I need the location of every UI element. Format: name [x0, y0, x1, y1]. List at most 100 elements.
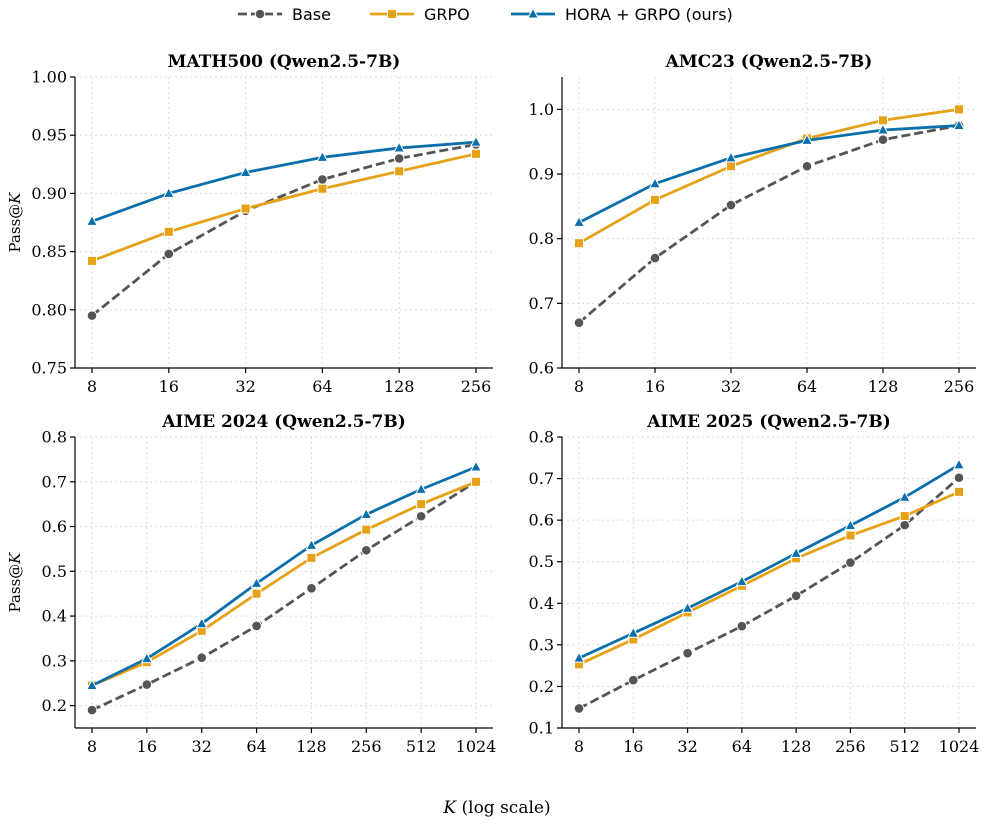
data-point-hora-grpo-ours [648, 177, 662, 189]
y-tick-label: 0.8 [529, 428, 554, 447]
x-tick-label: 16 [645, 377, 665, 396]
y-axis-label: Pass@K [6, 552, 24, 613]
y-axis-label-variable: K [6, 192, 24, 205]
panel-3: 0.2 0.3 0.4 0.5 0.6 0.7 0.8 8 16 32 64 128 256 512 102… [6, 412, 496, 756]
data-point-grpo [845, 530, 856, 541]
legend-marker-grpo [387, 9, 397, 19]
data-point-base [86, 310, 98, 321]
series-line-grpo [91, 152, 477, 263]
data-point-grpo [416, 499, 427, 510]
data-point-base [649, 252, 661, 264]
data-point-hora-grpo-ours [140, 651, 153, 664]
panel-2: 0.6 0.7 0.8 0.9 1.0 8 16 32 64 128 256 AMC23 (Qwen2… [529, 52, 976, 396]
legend-label-base: Base [292, 5, 331, 24]
data-point-hora-grpo-ours [952, 118, 966, 130]
data-point-hora-grpo-ours [316, 150, 329, 162]
data-point-grpo [954, 486, 964, 497]
data-point-base [682, 647, 693, 659]
panel-1: 0.75 0.80 0.85 0.90 0.95 1.00 8 16 32 64 128 256 MAT… [6, 52, 493, 396]
y-tick-label: 0.8 [42, 428, 67, 447]
data-point-base [141, 679, 153, 690]
y-tick-label: 0.9 [529, 165, 554, 184]
data-point-grpo [650, 194, 660, 205]
series-line-base [91, 143, 477, 317]
series-line-grpo [91, 480, 477, 687]
data-point-base [393, 153, 405, 164]
series-base [573, 472, 965, 714]
legend: Base GRPO HORA + GRPO (ours) [238, 5, 733, 24]
data-point-hora-grpo-ours [469, 135, 483, 147]
panel-title: AIME 2025 (Qwen2.5-7B) [646, 412, 891, 432]
legend-item-base: Base [238, 5, 331, 24]
x-axis-label-text: (log scale) [456, 798, 551, 818]
y-tick-label: 0.5 [42, 562, 67, 581]
x-tick-label: 256 [351, 737, 382, 756]
series-line-grpo [578, 107, 960, 245]
data-point-grpo [726, 161, 736, 172]
data-point-base [877, 134, 889, 146]
x-tick-label: 16 [137, 737, 157, 756]
x-tick-label: 256 [835, 737, 866, 756]
y-tick-label: 0.7 [529, 469, 554, 488]
data-point-base [573, 317, 585, 329]
data-point-hora-grpo-ours [85, 214, 99, 226]
data-point-base [360, 544, 372, 556]
series-line-grpo [578, 490, 960, 666]
data-point-base [845, 557, 856, 568]
series-line-base [91, 480, 477, 712]
data-point-hora-grpo-ours [85, 678, 99, 690]
y-tick-label: 0.6 [529, 511, 554, 530]
x-tick-label: 8 [574, 377, 584, 396]
x-tick-label: 64 [312, 377, 332, 396]
x-tick-label: 8 [574, 737, 584, 756]
legend-marker-base [254, 8, 266, 20]
series-hora-grpo-ours [572, 118, 966, 227]
data-point-base [790, 590, 802, 602]
panels: 0.75 0.80 0.85 0.90 0.95 1.00 8 16 32 64 128 256 MAT… [6, 52, 979, 756]
y-tick-label: 0.2 [42, 696, 67, 715]
data-point-base [415, 510, 427, 522]
data-point-hora-grpo-ours [360, 507, 373, 519]
data-point-base [251, 620, 262, 632]
series-grpo [87, 148, 481, 266]
data-point-grpo [471, 476, 481, 487]
y-axis-label: Pass@K [6, 192, 24, 253]
series-line-hora-grpo-ours [578, 124, 960, 224]
y-tick-label: 0.75 [31, 359, 67, 378]
y-tick-label: 0.4 [529, 594, 554, 613]
y-tick-label: 0.80 [31, 300, 67, 319]
y-tick-label: 0.5 [529, 552, 554, 571]
data-point-base [725, 199, 737, 211]
y-tick-label: 0.90 [31, 184, 67, 203]
y-axis-label-variable: K [6, 552, 24, 565]
panel-4: 0.1 0.2 0.3 0.4 0.5 0.6 0.7 0.8 8 16 32 64 128 256 512… [529, 412, 980, 756]
data-point-hora-grpo-ours [898, 490, 911, 502]
data-point-grpo [394, 166, 405, 177]
y-axis-label-text: Pass@ [6, 564, 24, 613]
panel-title: AIME 2024 (Qwen2.5-7B) [161, 412, 406, 432]
x-tick-label: 64 [797, 377, 817, 396]
data-point-grpo [87, 255, 97, 266]
data-point-hora-grpo-ours [250, 576, 263, 588]
x-tick-label: 128 [868, 377, 899, 396]
data-point-hora-grpo-ours [876, 123, 890, 135]
series-grpo [574, 486, 964, 670]
data-point-hora-grpo-ours [469, 460, 483, 472]
data-point-base [317, 174, 328, 185]
data-point-base [86, 704, 98, 716]
x-tick-label: 32 [235, 377, 255, 396]
legend-item-grpo: GRPO [370, 5, 470, 24]
series-grpo [574, 104, 964, 249]
x-tick-label: 1024 [939, 737, 980, 756]
data-point-hora-grpo-ours [724, 151, 738, 163]
data-point-hora-grpo-ours [790, 546, 803, 558]
y-tick-label: 0.85 [31, 242, 67, 261]
data-point-hora-grpo-ours [844, 518, 857, 531]
data-point-hora-grpo-ours [195, 617, 208, 629]
data-point-hora-grpo-ours [735, 575, 748, 587]
data-point-hora-grpo-ours [681, 601, 694, 613]
data-point-grpo [954, 104, 964, 115]
data-point-base [306, 583, 317, 594]
data-point-hora-grpo-ours [393, 141, 406, 153]
series-line-hora-grpo-ours [91, 140, 477, 223]
